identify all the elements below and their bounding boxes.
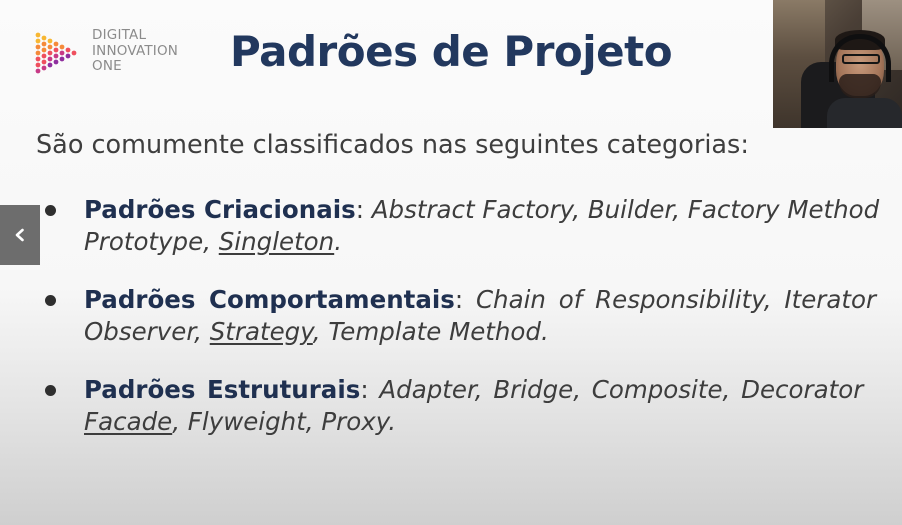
presenter-webcam bbox=[773, 0, 902, 128]
category-separator: : bbox=[454, 285, 464, 314]
bullet-line-1: Padrões Comportamentais: Chain of Respon… bbox=[84, 284, 876, 316]
logo-dot bbox=[35, 44, 41, 50]
logo-dot bbox=[35, 68, 41, 74]
logo-dot bbox=[53, 53, 59, 59]
bullet-icon bbox=[45, 205, 56, 216]
pattern-list-suffix: , Flyweight, Proxy. bbox=[172, 407, 397, 436]
headset-icon bbox=[829, 34, 891, 82]
logo-dot bbox=[41, 65, 47, 71]
logo-dot bbox=[35, 62, 41, 68]
logo-dot bbox=[65, 53, 71, 59]
logo-dot bbox=[47, 44, 53, 50]
bullet-line-1: Padrões Estruturais: Adapter, Bridge, Co… bbox=[84, 374, 863, 406]
webcam-presenter-body bbox=[827, 98, 902, 128]
logo-dot bbox=[41, 47, 47, 53]
logo-line-3: ONE bbox=[92, 58, 122, 74]
list-item-behavioral: Padrões Comportamentais: Chain of Respon… bbox=[0, 284, 902, 354]
logo-mark-icon bbox=[35, 32, 77, 74]
category-separator: : bbox=[355, 195, 364, 224]
logo-dot bbox=[41, 41, 47, 47]
logo-dot bbox=[71, 50, 77, 56]
pattern-list: Abstract Factory, Builder, Factory Metho… bbox=[371, 195, 880, 224]
logo-dot bbox=[59, 44, 65, 50]
logo-dot bbox=[35, 32, 41, 38]
previous-slide-button[interactable] bbox=[0, 205, 40, 265]
logo-dot bbox=[35, 56, 41, 62]
logo-dot bbox=[59, 56, 65, 62]
bullet-icon bbox=[45, 385, 56, 396]
logo-wordmark: DIGITAL INNOVATION ONE bbox=[92, 27, 179, 75]
bullet-line-2: Prototype, Singleton. bbox=[84, 226, 342, 258]
category-name: Padrões Estruturais bbox=[84, 375, 361, 404]
logo-line-2: INNOVATION bbox=[92, 42, 179, 59]
slide-title: Padrões de Projeto bbox=[230, 27, 673, 76]
category-name: Padrões Comportamentais bbox=[84, 285, 455, 314]
list-item-structural: Padrões Estruturais: Adapter, Bridge, Co… bbox=[0, 374, 902, 444]
bullet-line-2: Observer, Strategy, Template Method. bbox=[84, 316, 549, 348]
underlined-pattern: Singleton bbox=[218, 227, 335, 256]
logo-dot bbox=[47, 56, 53, 62]
bullet-line-2: Facade, Flyweight, Proxy. bbox=[84, 406, 396, 438]
logo-dot bbox=[53, 47, 59, 53]
logo-dot bbox=[47, 38, 53, 44]
logo-dot bbox=[41, 35, 47, 41]
pattern-list-prefix: Prototype, bbox=[84, 227, 219, 256]
underlined-pattern: Strategy bbox=[209, 317, 313, 346]
logo-line-1: DIGITAL bbox=[92, 27, 147, 43]
logo-dot bbox=[65, 47, 71, 53]
chevron-left-icon bbox=[15, 228, 24, 242]
category-name: Padrões Criacionais bbox=[84, 195, 356, 224]
digital-innovation-one-logo: DIGITAL INNOVATION ONE bbox=[34, 27, 204, 79]
category-separator: : bbox=[360, 375, 369, 404]
logo-dot bbox=[53, 59, 59, 65]
pattern-list-suffix: . bbox=[334, 227, 342, 256]
logo-dot bbox=[59, 50, 65, 56]
logo-dot bbox=[35, 50, 41, 56]
underlined-pattern: Facade bbox=[84, 407, 173, 436]
slide-intro-text: São comumente classificados nas seguinte… bbox=[36, 130, 749, 160]
logo-dot bbox=[47, 50, 53, 56]
pattern-list-prefix: Observer, bbox=[84, 317, 210, 346]
logo-dot bbox=[41, 59, 47, 65]
bullet-line-1: Padrões Criacionais: Abstract Factory, B… bbox=[84, 194, 879, 226]
pattern-list: Adapter, Bridge, Composite, Decorator bbox=[379, 375, 864, 404]
pattern-list: Chain of Responsibility, Iterator bbox=[475, 285, 877, 314]
logo-dot bbox=[53, 41, 59, 47]
logo-dot bbox=[41, 53, 47, 59]
logo-dot bbox=[35, 38, 41, 44]
logo-dot bbox=[47, 62, 53, 68]
pattern-list-suffix: , Template Method. bbox=[312, 317, 549, 346]
list-item-creational: Padrões Criacionais: Abstract Factory, B… bbox=[0, 194, 902, 264]
bullet-icon bbox=[45, 295, 56, 306]
